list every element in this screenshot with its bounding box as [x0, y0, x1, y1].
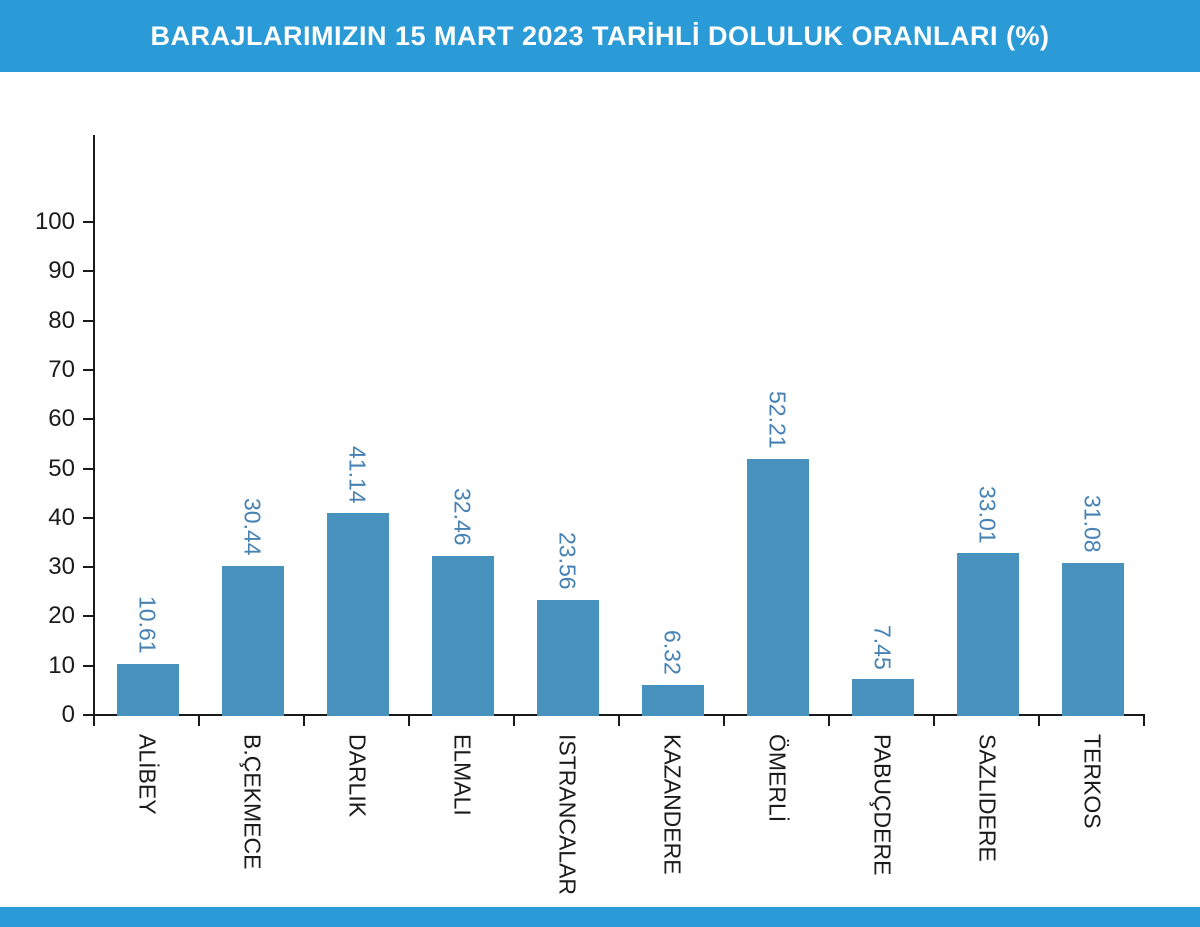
x-category-label: SAZLIDERE: [974, 734, 1001, 862]
bar: [116, 663, 179, 716]
y-tick: [83, 319, 93, 322]
x-category-label: ELMALI: [449, 734, 476, 816]
bar-value-label: 6.32: [659, 630, 686, 675]
bar: [431, 555, 494, 716]
y-tick-label: 50: [48, 454, 75, 482]
bar-value-label: 7.45: [869, 624, 896, 670]
x-tick: [1143, 716, 1145, 726]
bar-value-label: 41.14: [344, 445, 371, 504]
title-bar: BARAJLARIMIZIN 15 MART 2023 TARİHLİ DOLU…: [0, 0, 1200, 72]
y-tick-label: 90: [48, 257, 75, 285]
x-category-label: TERKOS: [1079, 734, 1106, 829]
y-tick: [83, 418, 93, 421]
x-tick: [828, 716, 830, 726]
bar-value-label: 33.01: [974, 485, 1001, 544]
y-tick-label: 100: [34, 208, 75, 235]
y-tick: [83, 516, 93, 519]
y-tick-label: 0: [61, 701, 75, 728]
y-tick-label: 40: [48, 503, 75, 531]
x-category-label: B.ÇEKMECE: [239, 734, 266, 870]
x-category-label: ALİBEY: [134, 734, 161, 815]
bar: [326, 513, 389, 716]
bar-value-label: 31.08: [1079, 495, 1106, 553]
y-tick-label: 70: [48, 355, 75, 383]
y-tick: [83, 270, 93, 273]
bar: [1061, 562, 1124, 716]
y-tick: [83, 368, 93, 371]
bottom-strip: [0, 907, 1200, 927]
bar: [851, 679, 914, 716]
x-tick: [408, 716, 410, 726]
x-axis-line: [93, 714, 1145, 716]
bar-value-label: 10.61: [134, 596, 161, 654]
bar: [956, 553, 1019, 716]
x-tick: [933, 716, 935, 726]
y-tick-label: 10: [48, 651, 75, 679]
bar-value-label: 52.21: [764, 391, 791, 449]
x-tick: [303, 716, 305, 726]
y-tick: [83, 467, 93, 470]
y-tick-label: 30: [48, 553, 75, 581]
x-category-label: DARLIK: [344, 734, 371, 818]
chart-title: BARAJLARIMIZIN 15 MART 2023 TARİHLİ DOLU…: [150, 20, 1050, 51]
y-tick: [83, 566, 93, 569]
x-tick: [513, 716, 515, 726]
x-tick: [1038, 716, 1040, 726]
x-tick: [93, 716, 95, 726]
y-axis-line: [93, 135, 95, 716]
bar-value-label: 30.44: [239, 498, 266, 556]
y-tick: [83, 714, 93, 716]
y-tick: [83, 615, 93, 618]
bar-value-label: 23.56: [554, 532, 581, 590]
x-category-label: PABUÇDERE: [869, 734, 896, 876]
y-tick: [83, 664, 93, 667]
y-tick-label: 20: [48, 602, 75, 630]
y-tick: [83, 221, 93, 223]
x-category-label: KAZANDERE: [659, 734, 686, 875]
bar: [746, 458, 809, 716]
x-category-label: ISTRANCALAR: [554, 734, 581, 896]
x-tick: [723, 716, 725, 726]
bar-value-label: 32.46: [449, 488, 476, 546]
y-tick-label: 80: [48, 306, 75, 334]
bar: [641, 684, 704, 716]
x-category-label: ÖMERLİ: [764, 734, 791, 823]
bar: [536, 599, 599, 716]
y-tick-label: 60: [48, 405, 75, 433]
bar: [221, 565, 284, 716]
x-tick: [618, 716, 620, 726]
x-tick: [198, 716, 200, 726]
